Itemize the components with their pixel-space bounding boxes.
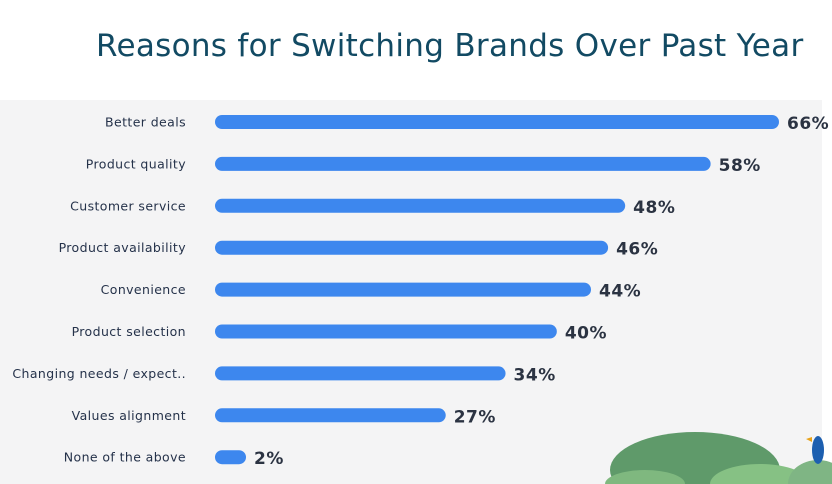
bar [215,240,609,255]
bar [215,115,779,129]
data-label: 66% [787,114,829,134]
bar [215,324,557,339]
category-label: Values alignment [72,408,186,423]
data-label: 58% [719,156,761,176]
category-label: Customer service [70,198,186,213]
bush-illustration [605,470,685,484]
category-label: None of the above [64,450,186,465]
bar [215,450,246,465]
data-label: 34% [514,365,556,385]
category-label: Product availability [59,240,187,255]
data-label: 40% [565,324,607,344]
bush-illustration [710,464,810,484]
category-label: Better deals [105,115,186,130]
chart-title: Reasons for Switching Brands Over Past Y… [96,28,804,64]
data-label: 27% [454,407,496,427]
category-label: Convenience [101,282,186,297]
bush-illustration [788,460,832,484]
category-label: Product quality [86,156,186,171]
data-label: 2% [254,449,284,469]
bar [215,156,711,171]
category-label: Changing needs / expect.. [12,366,186,381]
data-label: 44% [599,282,641,302]
bird-beak [806,437,812,442]
bar [215,198,626,213]
data-label: 48% [633,198,675,218]
bar [215,282,591,297]
bar [215,366,506,381]
data-label: 46% [616,240,658,260]
bar [215,408,446,423]
bird-illustration [812,436,824,464]
category-label: Product selection [72,324,186,339]
